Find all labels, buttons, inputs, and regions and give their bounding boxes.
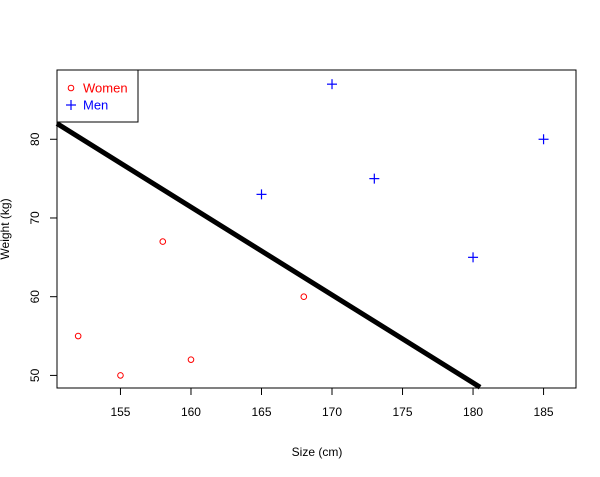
data-point-men	[468, 252, 479, 263]
legend-box	[56, 69, 139, 123]
legend-label-men: Men	[83, 98, 108, 113]
y-tick-label: 70	[28, 211, 42, 225]
x-tick-label: 185	[534, 405, 554, 419]
data-point-women	[159, 238, 167, 245]
legend-marker-women	[67, 84, 75, 92]
x-axis-label: Size (cm)	[292, 445, 343, 459]
data-point-women	[187, 356, 195, 363]
trend-line	[55, 121, 482, 390]
x-tick-label: 170	[322, 405, 342, 419]
data-point-women	[300, 293, 308, 300]
data-points	[74, 79, 549, 379]
y-tick-label: 80	[28, 132, 42, 146]
x-tick-label: 175	[393, 405, 413, 419]
data-point-men	[256, 189, 267, 200]
legend: Women Men	[56, 69, 139, 123]
x-tick-label: 160	[181, 405, 201, 419]
plot-frame	[56, 69, 577, 389]
x-tick-label: 155	[110, 405, 130, 419]
y-axis-label: Weight (kg)	[0, 198, 12, 259]
x-tick-label: 165	[251, 405, 271, 419]
data-point-women	[74, 332, 82, 340]
data-point-men	[538, 134, 549, 145]
legend-marker-men	[66, 100, 76, 110]
data-point-men	[327, 79, 338, 90]
y-tick-label: 50	[28, 368, 42, 382]
trend-line-group	[55, 121, 482, 390]
legend-label-women: Women	[83, 81, 128, 96]
x-axis: 155 160 165 170 175 180 185	[110, 388, 554, 419]
data-point-men	[369, 173, 380, 184]
x-tick-label: 180	[463, 405, 483, 419]
data-point-women	[117, 372, 124, 379]
y-tick-label: 60	[28, 290, 42, 304]
y-axis: 50 60 70 80	[28, 132, 57, 382]
